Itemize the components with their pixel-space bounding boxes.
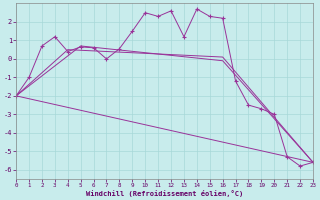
X-axis label: Windchill (Refroidissement éolien,°C): Windchill (Refroidissement éolien,°C) <box>86 190 243 197</box>
